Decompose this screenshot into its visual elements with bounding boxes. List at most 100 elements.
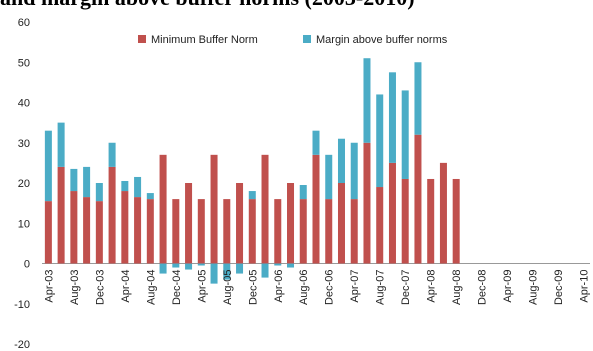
y-axis: -20 -10 0 10 20 30 40 50 60	[14, 17, 590, 351]
x-tick-label: Apr-04	[120, 270, 132, 303]
bar-margin-above-buffer	[376, 94, 384, 188]
x-tick-label: Dec-08	[477, 270, 489, 305]
x-tick-label: Dec-05	[247, 270, 259, 305]
y-tick-label: 40	[18, 98, 30, 110]
bar-minimum-buffer-norm	[159, 154, 167, 264]
bar-margin-above-buffer	[44, 130, 52, 202]
bar-margin-above-buffer	[414, 62, 422, 135]
legend-swatch	[138, 35, 146, 43]
bar-margin-above-buffer	[401, 90, 409, 179]
bar-minimum-buffer-norm	[134, 197, 142, 264]
bar-minimum-buffer-norm	[414, 134, 422, 264]
bar-margin-above-buffer	[287, 263, 295, 268]
bar-minimum-buffer-norm	[337, 183, 345, 264]
y-tick-label: 20	[18, 178, 30, 190]
bar-minimum-buffer-norm	[108, 166, 116, 264]
x-tick-label: Aug-06	[298, 270, 310, 305]
x-tick-label: Apr-08	[426, 270, 438, 303]
x-tick-label: Dec-04	[171, 270, 183, 305]
bar-minimum-buffer-norm	[274, 199, 282, 264]
y-tick-label: 30	[18, 138, 30, 150]
bar-margin-above-buffer	[146, 193, 154, 200]
legend-label: Margin above buffer norms	[316, 34, 448, 46]
x-tick-label: Aug-04	[145, 270, 157, 305]
bar-margin-above-buffer	[134, 176, 142, 198]
bar-margin-above-buffer	[325, 154, 333, 200]
bar-minimum-buffer-norm	[172, 199, 180, 264]
bar-minimum-buffer-norm	[83, 197, 91, 264]
x-tick-label: Apr-06	[273, 270, 285, 303]
bar-margin-above-buffer	[210, 263, 218, 284]
legend-label: Minimum Buffer Norm	[151, 34, 258, 46]
bar-minimum-buffer-norm	[452, 178, 460, 264]
bar-margin-above-buffer	[108, 142, 116, 167]
x-tick-label: Aug-07	[375, 270, 387, 305]
bar-margin-above-buffer	[350, 142, 358, 200]
bar-minimum-buffer-norm	[401, 178, 409, 264]
bar-margin-above-buffer	[83, 166, 91, 198]
bar-minimum-buffer-norm	[57, 166, 65, 264]
bar-margin-above-buffer	[337, 138, 345, 183]
x-tick-label: Aug-09	[528, 270, 540, 305]
bar-margin-above-buffer	[172, 263, 180, 268]
x-tick-label: Aug-03	[69, 270, 81, 305]
bar-margin-above-buffer	[185, 263, 193, 270]
bar-margin-above-buffer	[274, 263, 282, 266]
bar-margin-above-buffer	[57, 122, 65, 167]
bar-minimum-buffer-norm	[121, 191, 129, 264]
bar-margin-above-buffer	[95, 183, 103, 202]
bar-minimum-buffer-norm	[70, 191, 78, 264]
bar-minimum-buffer-norm	[287, 183, 295, 264]
bar-minimum-buffer-norm	[44, 201, 52, 264]
x-tick-label: Aug-08	[451, 270, 463, 305]
y-tick-label: -20	[14, 339, 30, 351]
bar-minimum-buffer-norm	[248, 199, 256, 264]
bar-margin-above-buffer	[248, 191, 256, 200]
chart-title: and margin above buffer norms (2003-2010…	[0, 0, 593, 11]
x-tick-label: Dec-03	[94, 270, 106, 305]
x-tick-label: Dec-06	[324, 270, 336, 305]
bars	[44, 58, 460, 284]
bar-minimum-buffer-norm	[261, 154, 269, 264]
bar-minimum-buffer-norm	[363, 142, 371, 264]
bar-minimum-buffer-norm	[146, 199, 154, 264]
legend: Minimum Buffer Norm Margin above buffer n…	[138, 34, 448, 46]
bar-margin-above-buffer	[261, 263, 269, 278]
bar-minimum-buffer-norm	[312, 154, 320, 264]
bar-minimum-buffer-norm	[350, 199, 358, 264]
bar-minimum-buffer-norm	[325, 199, 333, 264]
bar-minimum-buffer-norm	[236, 183, 244, 264]
x-tick-label: Dec-09	[553, 270, 565, 305]
bar-minimum-buffer-norm	[185, 183, 193, 264]
x-axis: Apr-03 Aug-03 Dec-03 Apr-04 Aug-04 Dec-04 Apr-…	[43, 270, 590, 305]
bar-margin-above-buffer	[223, 263, 231, 280]
y-tick-label: -10	[14, 299, 30, 311]
y-tick-label: 50	[18, 57, 30, 69]
x-tick-label: Apr-09	[502, 270, 514, 303]
x-tick-label: Dec-07	[400, 270, 412, 305]
bar-minimum-buffer-norm	[388, 162, 396, 264]
y-tick-label: 0	[24, 259, 30, 271]
x-tick-label: Aug-05	[222, 270, 234, 305]
bar-margin-above-buffer	[70, 168, 78, 192]
bar-minimum-buffer-norm	[95, 201, 103, 264]
bar-minimum-buffer-norm	[210, 154, 218, 264]
y-tick-label: 10	[18, 218, 30, 230]
bar-margin-above-buffer	[197, 263, 205, 266]
x-tick-label: Apr-03	[43, 270, 55, 303]
bar-margin-above-buffer	[388, 72, 396, 163]
bar-margin-above-buffer	[363, 58, 371, 143]
x-tick-label: Apr-07	[349, 270, 361, 303]
bar-minimum-buffer-norm	[439, 162, 447, 264]
x-tick-label: Apr-05	[196, 270, 208, 303]
x-tick-label: Apr-10	[579, 270, 591, 303]
bar-margin-above-buffer	[236, 263, 244, 274]
bar-minimum-buffer-norm	[197, 199, 205, 264]
legend-swatch	[303, 35, 311, 43]
bar-margin-above-buffer	[312, 130, 320, 155]
bar-minimum-buffer-norm	[223, 199, 231, 264]
y-tick-label: 60	[18, 17, 30, 29]
bar-minimum-buffer-norm	[299, 199, 307, 264]
bar-margin-above-buffer	[121, 180, 129, 192]
